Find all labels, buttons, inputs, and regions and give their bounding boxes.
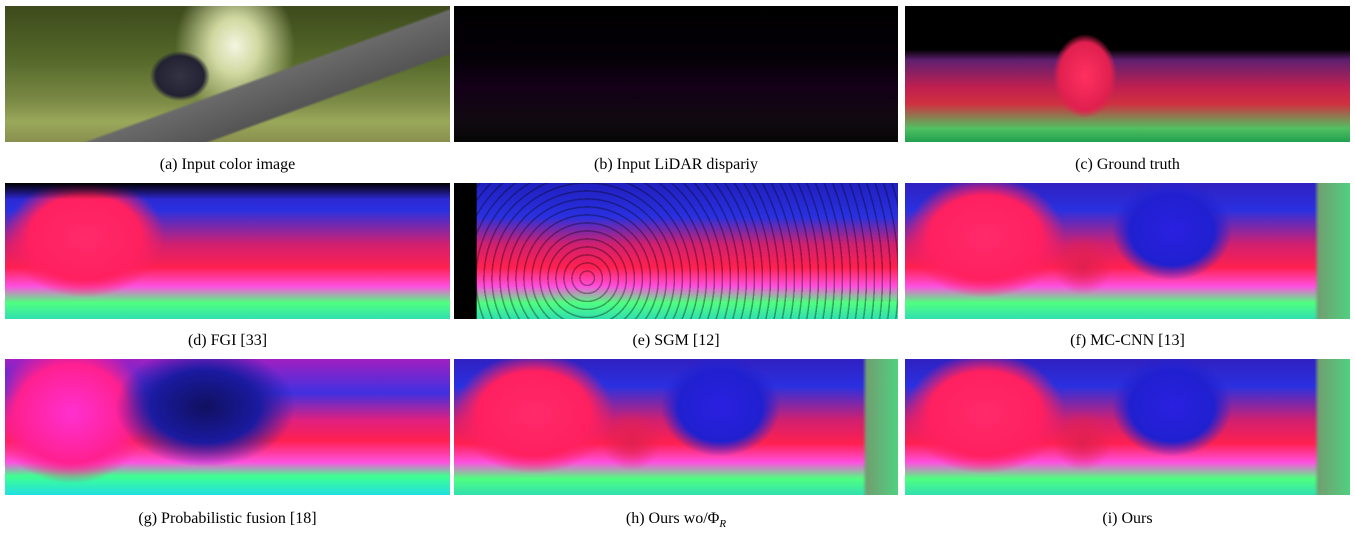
figure: (a) Input color image (b) Input LiDAR dis… <box>0 0 1355 536</box>
result-image <box>454 183 898 319</box>
caption-text: (f) MC-CNN [13] <box>1070 332 1185 349</box>
caption: (i) Ours <box>905 510 1350 528</box>
result-image <box>5 6 450 142</box>
caption-text: (c) Ground truth <box>1075 156 1180 173</box>
result-image <box>5 359 450 495</box>
caption: (g) Probabilistic fusion [18] <box>5 510 450 528</box>
caption-text: (d) FGI [33] <box>188 332 267 349</box>
caption-text: (i) Ours <box>1102 510 1152 527</box>
caption: (b) Input LiDAR dispariy <box>454 156 898 174</box>
caption: (d) FGI [33] <box>5 332 450 350</box>
caption: (e) SGM [12] <box>454 332 898 350</box>
result-image <box>905 359 1350 495</box>
caption-text: (g) Probabilistic fusion [18] <box>138 510 316 527</box>
caption-text: (e) SGM [12] <box>632 332 719 349</box>
result-image <box>454 6 898 142</box>
caption-subscript: R <box>719 518 726 530</box>
caption-text: (b) Input LiDAR dispariy <box>594 156 758 173</box>
result-image <box>5 183 450 319</box>
result-image <box>905 6 1350 142</box>
caption: (c) Ground truth <box>905 156 1350 174</box>
result-image <box>905 183 1350 319</box>
caption-text: (h) Ours wo/Φ <box>626 510 719 527</box>
caption: (a) Input color image <box>5 156 450 174</box>
result-image <box>454 359 898 495</box>
caption-text: (a) Input color image <box>160 156 296 173</box>
caption: (h) Ours wo/ΦR <box>454 510 898 530</box>
caption: (f) MC-CNN [13] <box>905 332 1350 350</box>
